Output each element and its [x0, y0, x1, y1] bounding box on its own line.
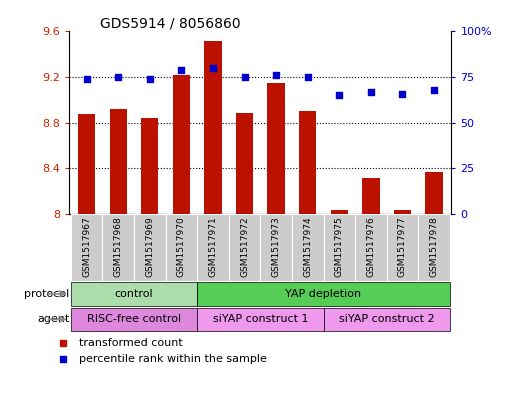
Text: GSM1517972: GSM1517972: [240, 216, 249, 277]
Point: [241, 74, 249, 80]
Text: transformed count: transformed count: [78, 338, 182, 348]
FancyBboxPatch shape: [229, 214, 260, 281]
FancyBboxPatch shape: [197, 214, 229, 281]
Bar: [394, 209, 411, 214]
Point: [272, 72, 280, 79]
FancyBboxPatch shape: [324, 214, 355, 281]
Bar: [425, 172, 443, 214]
Point: [335, 92, 343, 99]
Point: [177, 67, 186, 73]
Text: siYAP construct 1: siYAP construct 1: [212, 314, 308, 324]
Bar: [110, 109, 127, 214]
Text: GSM1517975: GSM1517975: [335, 216, 344, 277]
Text: GSM1517974: GSM1517974: [303, 216, 312, 277]
Bar: [362, 178, 380, 214]
Text: GSM1517968: GSM1517968: [114, 216, 123, 277]
Text: siYAP construct 2: siYAP construct 2: [339, 314, 435, 324]
Text: GSM1517976: GSM1517976: [366, 216, 376, 277]
FancyBboxPatch shape: [355, 214, 387, 281]
Text: GDS5914 / 8056860: GDS5914 / 8056860: [100, 16, 241, 30]
Text: GSM1517967: GSM1517967: [82, 216, 91, 277]
Bar: [78, 114, 95, 214]
Point: [83, 76, 91, 82]
Text: percentile rank within the sample: percentile rank within the sample: [78, 354, 266, 364]
Text: GSM1517971: GSM1517971: [208, 216, 218, 277]
Text: RISC-free control: RISC-free control: [87, 314, 181, 324]
Point: [209, 65, 217, 71]
FancyBboxPatch shape: [71, 282, 197, 305]
FancyBboxPatch shape: [387, 214, 418, 281]
Bar: [299, 111, 317, 214]
Bar: [173, 75, 190, 214]
Text: GSM1517978: GSM1517978: [429, 216, 439, 277]
Text: GSM1517977: GSM1517977: [398, 216, 407, 277]
Text: protocol: protocol: [24, 289, 70, 299]
Text: YAP depletion: YAP depletion: [285, 289, 362, 299]
FancyBboxPatch shape: [197, 282, 450, 305]
FancyBboxPatch shape: [134, 214, 166, 281]
Bar: [236, 112, 253, 214]
FancyBboxPatch shape: [166, 214, 197, 281]
Text: control: control: [115, 289, 153, 299]
Bar: [204, 40, 222, 214]
FancyBboxPatch shape: [71, 308, 197, 331]
FancyBboxPatch shape: [324, 308, 450, 331]
Point: [399, 90, 407, 97]
Text: GSM1517970: GSM1517970: [177, 216, 186, 277]
Bar: [141, 118, 159, 214]
FancyBboxPatch shape: [418, 214, 450, 281]
FancyBboxPatch shape: [197, 308, 324, 331]
FancyBboxPatch shape: [260, 214, 292, 281]
Text: agent: agent: [37, 314, 70, 324]
FancyBboxPatch shape: [292, 214, 324, 281]
Bar: [330, 209, 348, 214]
Point: [146, 76, 154, 82]
Point: [114, 74, 122, 80]
Text: GSM1517973: GSM1517973: [272, 216, 281, 277]
FancyBboxPatch shape: [103, 214, 134, 281]
Bar: [267, 83, 285, 214]
Point: [304, 74, 312, 80]
Point: [430, 87, 438, 93]
Point: [367, 88, 375, 95]
Text: GSM1517969: GSM1517969: [145, 216, 154, 277]
FancyBboxPatch shape: [71, 214, 103, 281]
